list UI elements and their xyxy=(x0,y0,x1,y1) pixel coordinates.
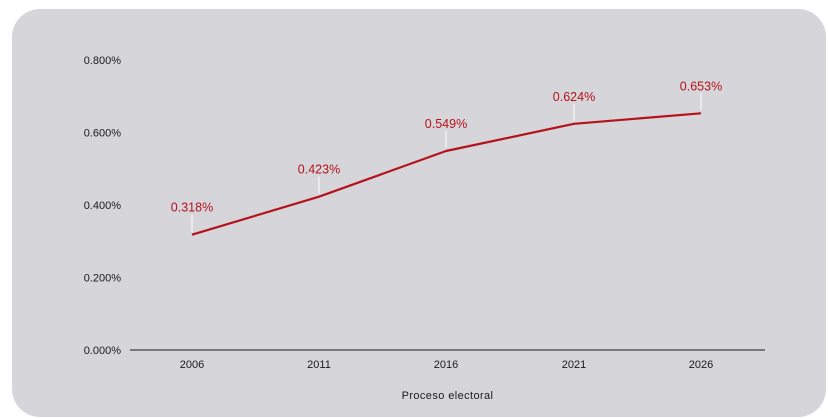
data-label: 0.423% xyxy=(298,163,340,177)
data-label: 0.624% xyxy=(553,90,595,104)
y-tick-label: 0.400% xyxy=(84,200,122,212)
data-labels: 0.318% 0.423% 0.549% 0.624% 0.653% xyxy=(171,79,722,214)
data-label-leaders xyxy=(191,93,702,232)
x-axis-title: Proceso electoral xyxy=(402,390,494,402)
data-label: 0.318% xyxy=(171,201,213,215)
y-tick-label: 0.000% xyxy=(84,345,122,357)
y-tick-label: 0.600% xyxy=(84,128,122,140)
data-label: 0.549% xyxy=(425,117,467,131)
x-tick-label: 2021 xyxy=(562,359,586,371)
x-tick-label: 2026 xyxy=(689,359,713,371)
data-label: 0.653% xyxy=(680,79,722,93)
chart-card xyxy=(12,9,826,417)
x-axis-ticks: 2006 2011 2016 2021 2026 xyxy=(180,359,713,371)
y-axis-ticks: 0.000% 0.200% 0.400% 0.600% 0.800% xyxy=(84,55,122,357)
y-tick-label: 0.800% xyxy=(84,55,122,67)
y-tick-label: 0.200% xyxy=(84,273,122,285)
x-tick-label: 2006 xyxy=(180,359,204,371)
x-tick-label: 2016 xyxy=(434,359,458,371)
x-tick-label: 2011 xyxy=(307,359,331,371)
series-line xyxy=(191,112,702,236)
